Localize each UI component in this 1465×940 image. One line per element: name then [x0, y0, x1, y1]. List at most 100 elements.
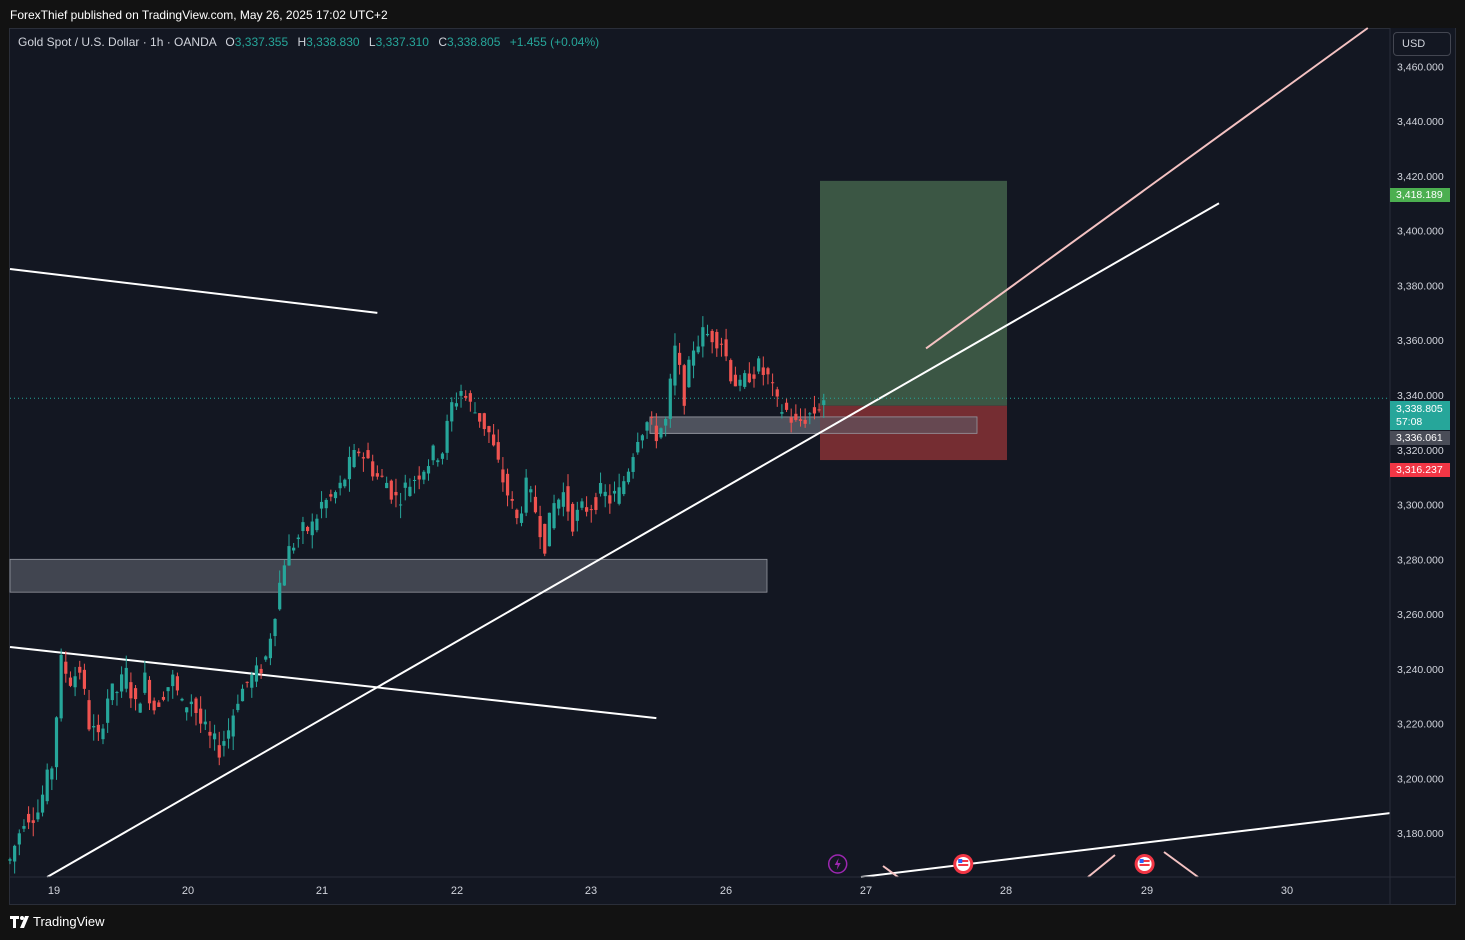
ohlc-legend: Gold Spot / U.S. Dollar · 1h · OANDA O3,…	[18, 35, 599, 49]
candle-body	[650, 416, 654, 418]
candle-body	[161, 696, 166, 700]
candle-body	[659, 428, 663, 438]
time-tick-label: 26	[720, 885, 732, 897]
candle-body	[696, 346, 700, 353]
candle-body	[73, 676, 77, 688]
candle-body	[273, 618, 277, 637]
candle-body	[115, 692, 119, 694]
profit-zone	[820, 180, 1007, 406]
candle-body	[622, 481, 626, 495]
candle-body	[640, 435, 644, 441]
candle-body	[157, 702, 161, 707]
chart-frame[interactable]	[9, 28, 1456, 905]
candle-body	[552, 503, 556, 529]
candle-body	[175, 676, 179, 691]
candle-body	[333, 492, 338, 499]
candle-body	[715, 331, 719, 349]
candle-body	[96, 724, 100, 733]
candle-body	[171, 674, 175, 687]
price-tick-label: 3,420.000	[1397, 171, 1444, 183]
candle-body	[487, 426, 491, 433]
candle-body	[822, 400, 826, 406]
candle-body	[306, 526, 310, 532]
candle-body	[412, 479, 417, 481]
candle-body	[408, 486, 412, 497]
candle-countdown: 57:08	[1396, 416, 1423, 428]
candle-body	[22, 826, 26, 829]
candle-body	[352, 450, 356, 468]
candle-body	[31, 820, 35, 823]
candle-body	[654, 425, 658, 442]
candle-body	[315, 518, 319, 531]
candle-body	[92, 726, 96, 728]
candle-body	[682, 365, 686, 406]
candle-body	[738, 379, 742, 386]
footer-bar	[0, 905, 1465, 940]
us-flag-stripe	[1139, 864, 1150, 866]
candle-body	[375, 473, 379, 477]
price-tick-label: 3,220.000	[1397, 719, 1444, 731]
candle-body	[501, 469, 505, 483]
symbol-title: Gold Spot / U.S. Dollar · 1h · OANDA	[18, 35, 217, 49]
tradingview-logo-icon	[10, 916, 29, 928]
candle-body	[557, 499, 561, 509]
candle-body	[245, 681, 249, 683]
candle-body	[636, 441, 640, 453]
candle-body	[301, 522, 305, 532]
candle-body	[17, 833, 21, 845]
price-axis-panel	[1390, 28, 1455, 877]
candle-body	[13, 845, 17, 862]
time-tick-label: 29	[1141, 885, 1153, 897]
candle-body	[519, 513, 524, 523]
candle-body	[194, 698, 198, 714]
candle-body	[231, 715, 235, 737]
candle-body	[538, 516, 542, 538]
open-value: 3,337.355	[234, 35, 289, 49]
change-value: +1.455 (+0.04%)	[509, 35, 600, 49]
candle-body	[757, 358, 761, 372]
candle-body	[180, 698, 184, 701]
candle-body	[319, 501, 324, 509]
candle-body	[603, 491, 607, 497]
candle-body	[450, 402, 454, 422]
candle-body	[399, 504, 403, 506]
candle-body	[803, 419, 807, 424]
high-value: 3,338.830	[306, 35, 360, 49]
candle-body	[36, 812, 40, 820]
candle-body	[106, 698, 110, 723]
stop-price-tag: 3,316.237	[1390, 463, 1450, 477]
candle-body	[236, 703, 240, 711]
last-price-tag: 3,338.805 57:08	[1390, 401, 1450, 430]
candle-body	[598, 482, 603, 494]
candle-body	[664, 418, 668, 426]
trend-line	[46, 202, 1220, 878]
candle-body	[626, 471, 631, 483]
candle-body	[464, 395, 468, 398]
price-tick-label: 3,380.000	[1397, 280, 1444, 292]
candle-body	[226, 730, 231, 739]
candle-body	[54, 717, 59, 768]
candle-body	[743, 373, 747, 387]
candle-body	[784, 402, 789, 410]
candle-body	[296, 537, 300, 540]
candle-body	[199, 708, 203, 724]
candle-body	[380, 475, 384, 477]
candle-body	[27, 813, 31, 823]
candle-body	[612, 490, 617, 494]
candle-body	[417, 475, 421, 480]
close-value: 3,338.805	[447, 35, 501, 49]
candle-body	[473, 412, 477, 414]
price-tick-label: 3,240.000	[1397, 664, 1444, 676]
currency-button[interactable]: USD	[1393, 32, 1451, 56]
candle-body	[110, 683, 114, 701]
candle-body	[645, 422, 649, 431]
candle-body	[808, 413, 812, 415]
candle-body	[152, 700, 156, 711]
price-chart[interactable]: 3,460.000 3,440.000 3,420.000 3,400.000 3,38…	[0, 0, 1465, 905]
price-tick-label: 3,440.000	[1397, 116, 1444, 128]
candle-body	[775, 389, 779, 397]
price-tick-label: 3,400.000	[1397, 226, 1444, 238]
low-label: L	[368, 35, 376, 49]
candle-body	[701, 327, 705, 347]
candle-body	[710, 330, 714, 343]
